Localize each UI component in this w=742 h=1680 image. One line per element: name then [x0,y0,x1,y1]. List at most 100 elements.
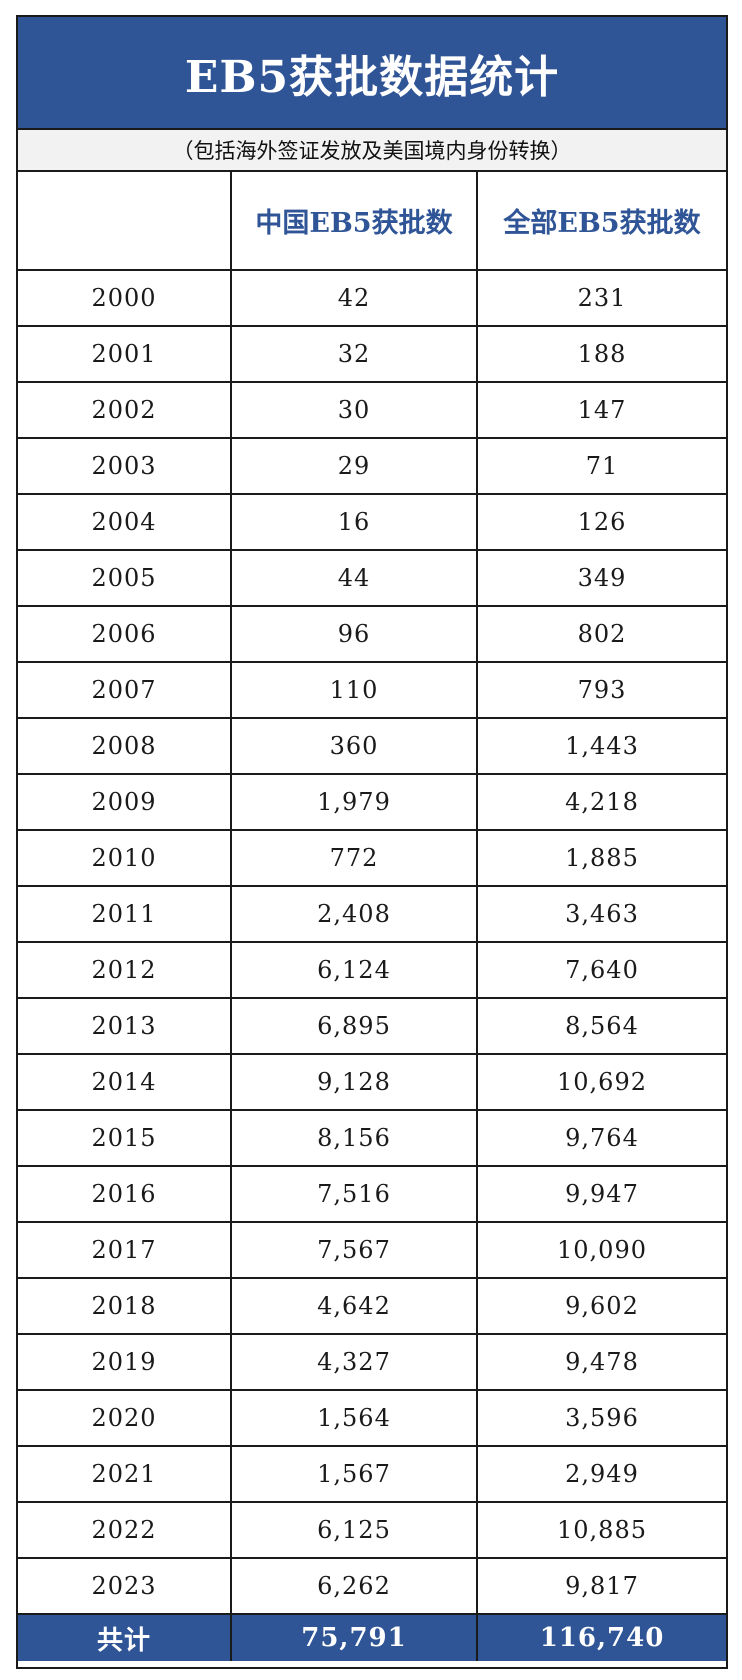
row-year: 2021 [18,1447,232,1501]
row-total-approvals: 231 [577,284,627,312]
row-year: 2011 [18,887,232,941]
table-row: 2023 6,262 9,817 [18,1559,726,1615]
row-china-approvals: 9,128 [232,1055,478,1109]
row-year: 2001 [18,327,232,381]
row-china-approvals: 7,567 [232,1223,478,1277]
data-grid: 中国EB5获批数 全部EB5获批数 2000 42 231 2001 32 188 2002… [18,172,726,1661]
row-year: 2019 [18,1335,232,1389]
row-total-approvals: 3,596 [565,1404,639,1432]
row-year: 2009 [18,775,232,829]
table-row: 2015 8,156 9,764 [18,1111,726,1167]
row-total-approvals: 10,090 [557,1236,647,1264]
row-total-approvals: 8,564 [565,1012,639,1040]
row-year: 2006 [18,607,232,661]
row-total-approvals: 10,885 [557,1516,647,1544]
row-china-approvals: 7,516 [232,1167,478,1221]
row-china-approvals: 1,564 [232,1391,478,1445]
row-total-approvals: 188 [577,340,627,368]
row-year: 2002 [18,383,232,437]
table-body: 2000 42 231 2001 32 188 2002 30 147 2003 29 71 2004 1… [18,271,726,1615]
row-year: 2010 [18,831,232,885]
row-china-approvals: 6,895 [232,999,478,1053]
total-label: 共计 [18,1615,232,1661]
total-row: 共计 75,791 116,740 [18,1615,726,1661]
table-row: 2000 42 231 [18,271,726,327]
row-total-approvals: 10,692 [557,1068,647,1096]
table-row: 2007 110 793 [18,663,726,719]
table-row: 2016 7,516 9,947 [18,1167,726,1223]
table-row: 2021 1,567 2,949 [18,1447,726,1503]
row-china-approvals: 96 [232,607,478,661]
table-row: 2001 32 188 [18,327,726,383]
row-total-approvals: 7,640 [565,956,639,984]
table-subtitle: （包括海外签证发放及美国境内身份转换） [18,130,726,172]
row-china-approvals: 1,567 [232,1447,478,1501]
row-year: 2007 [18,663,232,717]
row-total-approvals: 793 [577,676,627,704]
row-china-approvals: 16 [232,495,478,549]
row-year: 2000 [18,271,232,325]
row-china-approvals: 44 [232,551,478,605]
table-row: 2010 772 1,885 [18,831,726,887]
table-row: 2003 29 71 [18,439,726,495]
row-china-approvals: 360 [232,719,478,773]
row-year: 2012 [18,943,232,997]
table-row: 2004 16 126 [18,495,726,551]
row-china-approvals: 4,327 [232,1335,478,1389]
row-china-approvals: 42 [232,271,478,325]
row-china-approvals: 32 [232,327,478,381]
row-year: 2013 [18,999,232,1053]
row-china-approvals: 1,979 [232,775,478,829]
total-all: 116,740 [539,1623,665,1653]
row-china-approvals: 2,408 [232,887,478,941]
row-year: 2004 [18,495,232,549]
row-china-approvals: 772 [232,831,478,885]
table-row: 2013 6,895 8,564 [18,999,726,1055]
row-total-approvals: 1,885 [565,844,639,872]
table-row: 2005 44 349 [18,551,726,607]
row-china-approvals: 29 [232,439,478,493]
row-total-approvals: 2,949 [565,1460,639,1488]
row-china-approvals: 6,262 [232,1559,478,1613]
header-china-approvals: 中国EB5获批数 [232,172,478,269]
row-total-approvals: 9,478 [565,1348,639,1376]
row-total-approvals: 349 [577,564,627,592]
row-total-approvals: 4,218 [565,788,639,816]
total-china: 75,791 [232,1615,478,1661]
row-year: 2018 [18,1279,232,1333]
row-year: 2008 [18,719,232,773]
table-row: 2018 4,642 9,602 [18,1279,726,1335]
table-row: 2019 4,327 9,478 [18,1335,726,1391]
table-row: 2008 360 1,443 [18,719,726,775]
row-year: 2020 [18,1391,232,1445]
row-year: 2023 [18,1559,232,1613]
header-row: 中国EB5获批数 全部EB5获批数 [18,172,726,271]
row-year: 2003 [18,439,232,493]
table-row: 2006 96 802 [18,607,726,663]
row-total-approvals: 9,764 [565,1124,639,1152]
table-row: 2020 1,564 3,596 [18,1391,726,1447]
table-row: 2002 30 147 [18,383,726,439]
row-china-approvals: 8,156 [232,1111,478,1165]
row-total-approvals: 71 [585,452,619,480]
row-total-approvals: 802 [577,620,627,648]
row-year: 2017 [18,1223,232,1277]
row-total-approvals: 9,602 [565,1292,639,1320]
table-row: 2022 6,125 10,885 [18,1503,726,1559]
row-china-approvals: 30 [232,383,478,437]
row-total-approvals: 1,443 [565,732,639,760]
row-china-approvals: 110 [232,663,478,717]
row-china-approvals: 6,125 [232,1503,478,1557]
table-title: EB5获批数据统计 [18,17,726,130]
table-row: 2017 7,567 10,090 [18,1223,726,1279]
row-year: 2005 [18,551,232,605]
table-row: 2011 2,408 3,463 [18,887,726,943]
row-china-approvals: 6,124 [232,943,478,997]
table-row: 2014 9,128 10,692 [18,1055,726,1111]
table-row: 2012 6,124 7,640 [18,943,726,999]
eb5-stats-table: EB5获批数据统计 （包括海外签证发放及美国境内身份转换） 中国EB5获批数 全… [16,15,728,1669]
row-year: 2014 [18,1055,232,1109]
row-year: 2022 [18,1503,232,1557]
row-total-approvals: 126 [577,508,627,536]
table-row: 2009 1,979 4,218 [18,775,726,831]
